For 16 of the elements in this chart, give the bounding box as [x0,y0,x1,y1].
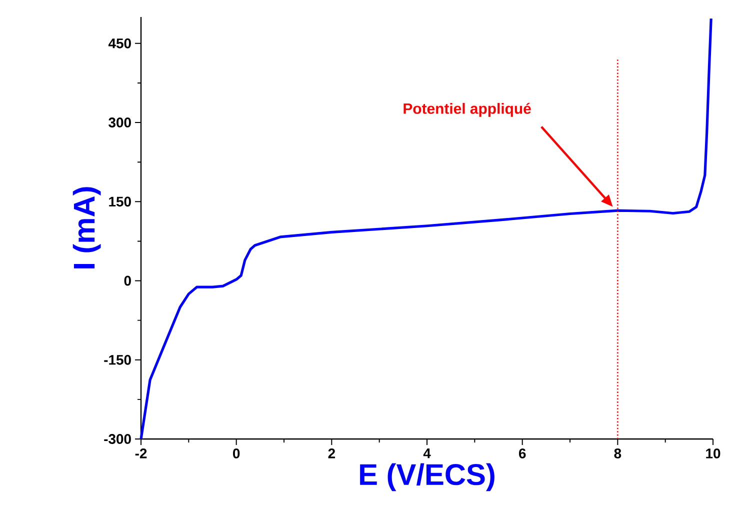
x-tick-label: 2 [328,448,335,458]
y-tick-label: 150 [109,196,131,207]
y-axis-title: I (mA) [72,187,101,268]
x-tick-label: 10 [706,448,720,458]
x-tick-label: 6 [518,448,526,458]
y-tick-label: -300 [104,434,131,444]
y-tick-label: 450 [108,38,131,48]
y-tick-label: 0 [124,276,131,286]
x-tick-label: -2 [135,448,147,458]
x-tick-label: 8 [614,448,622,458]
y-tick-label: -150 [104,354,131,365]
annotation: Potentiel appliqué [404,102,531,117]
x-tick-label: 0 [233,448,240,458]
y-tick-label: 300 [108,118,131,128]
x-axis-title: E (V/ECS) [360,463,494,492]
x-tick-label: 4 [423,448,431,458]
